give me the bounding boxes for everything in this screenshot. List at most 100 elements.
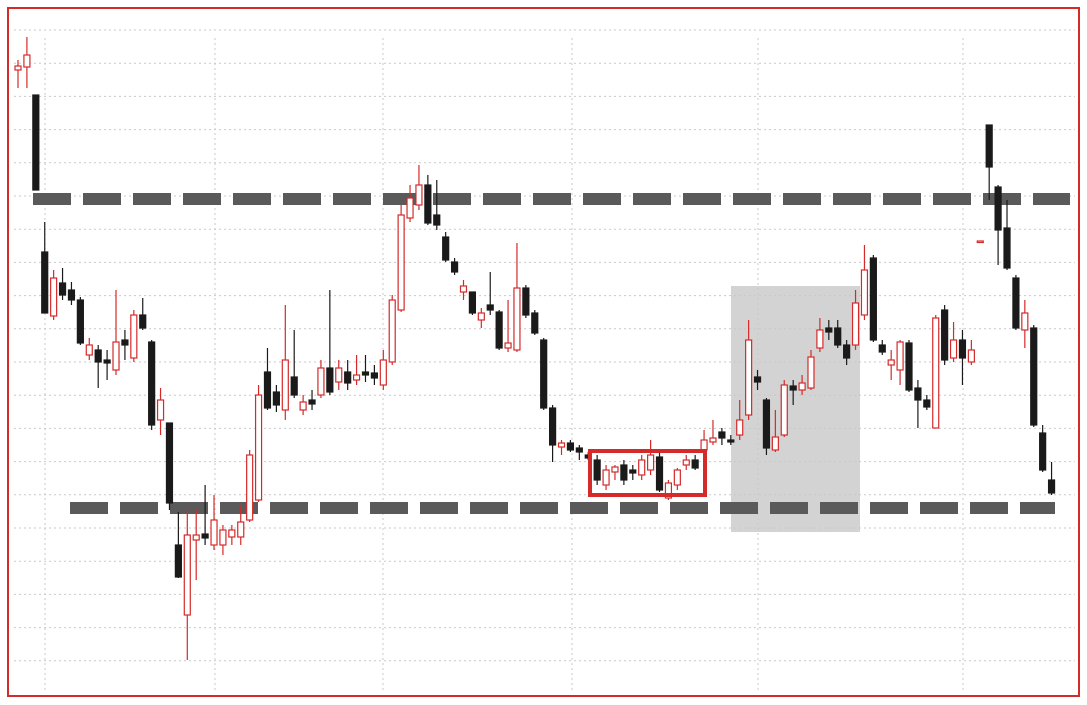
grid — [14, 29, 1075, 690]
candle-body — [58, 282, 67, 296]
candle-body — [32, 94, 40, 191]
candle-body — [887, 359, 895, 366]
candle-body — [76, 299, 84, 344]
candle-body — [629, 469, 637, 474]
candle-body — [388, 299, 396, 363]
candle-body — [664, 482, 673, 499]
candle-body — [308, 399, 316, 405]
candle-body — [860, 269, 869, 316]
candle-body — [263, 371, 272, 409]
candle-body — [468, 291, 477, 314]
candle-body — [424, 184, 432, 224]
candle-body — [228, 529, 236, 538]
candle-body — [531, 312, 539, 334]
candle-body — [130, 314, 138, 359]
candle-body — [593, 459, 601, 481]
candle-body — [85, 344, 93, 356]
candle-body — [513, 287, 521, 351]
candle-body — [1012, 277, 1020, 329]
candle-body — [335, 367, 343, 383]
candle-body — [914, 387, 922, 401]
candle-body — [745, 339, 753, 416]
candle-body — [281, 359, 289, 411]
candle-body — [878, 344, 886, 353]
candle-body — [477, 312, 485, 321]
candle-body — [655, 456, 664, 491]
candle-body — [317, 367, 325, 396]
candle-body — [352, 374, 361, 381]
candle-body — [344, 371, 352, 384]
candle-body — [442, 236, 450, 261]
candle-body — [736, 419, 744, 436]
candle-body — [254, 394, 263, 501]
candle-body — [406, 197, 414, 219]
candle-body — [575, 447, 583, 453]
candle-body — [638, 459, 646, 476]
candle-body — [923, 399, 931, 408]
candle-body — [834, 327, 842, 346]
candle-body — [201, 533, 209, 539]
candle-body — [789, 385, 797, 391]
levels — [33, 193, 1070, 514]
candle-body — [148, 341, 156, 426]
candle-body — [718, 431, 726, 439]
candle-body — [504, 342, 512, 349]
candle-body — [433, 214, 441, 226]
candle-body — [326, 367, 334, 393]
candle-body — [851, 302, 860, 346]
highlight-box — [588, 449, 707, 497]
candle-body — [647, 454, 655, 471]
candle-body — [843, 344, 851, 359]
candle-body — [1030, 327, 1038, 426]
candles — [14, 37, 1056, 660]
candle-body — [548, 407, 557, 446]
candle-body — [1039, 432, 1047, 471]
candle-body — [753, 376, 762, 383]
candle-body — [727, 439, 735, 443]
candle-body — [192, 534, 200, 541]
candle-body — [1021, 312, 1029, 331]
candle-body — [183, 534, 191, 616]
candle-body — [1003, 227, 1011, 269]
candle-body — [486, 304, 494, 311]
candle-body — [673, 469, 681, 486]
candle-body — [825, 327, 833, 333]
candle-body — [50, 277, 58, 317]
candle-body — [174, 544, 182, 578]
candle-body — [976, 240, 984, 244]
candle-body — [896, 341, 904, 371]
candle-body — [932, 317, 940, 429]
candle-body — [237, 521, 245, 538]
candle-body — [450, 261, 459, 273]
candle-body — [807, 356, 815, 389]
candle-body — [958, 339, 967, 359]
candle-body — [165, 422, 174, 504]
candle-body — [459, 285, 468, 293]
candle-body — [557, 442, 566, 448]
candle-body — [397, 214, 405, 311]
candle-body — [290, 376, 298, 396]
candle-body — [361, 371, 370, 376]
candle-body — [780, 384, 788, 436]
candle-body — [620, 464, 628, 481]
candle-body — [23, 54, 31, 68]
candle-body — [700, 439, 708, 451]
candle-body — [299, 401, 307, 411]
candle-body — [41, 251, 49, 314]
candle-body — [762, 399, 771, 449]
candle-body — [771, 436, 779, 451]
candle-body — [566, 442, 575, 451]
candle-body — [67, 289, 76, 301]
candle-body — [415, 184, 423, 206]
candle-body — [691, 459, 699, 469]
candle-body — [949, 339, 958, 359]
candle-body — [379, 359, 387, 386]
candle-body — [941, 309, 949, 361]
candle-body — [1047, 479, 1056, 494]
candle-body — [219, 529, 227, 546]
candle-body — [370, 372, 378, 379]
candle-body — [112, 341, 120, 371]
candle-body — [682, 459, 690, 466]
candle-body — [156, 399, 165, 421]
